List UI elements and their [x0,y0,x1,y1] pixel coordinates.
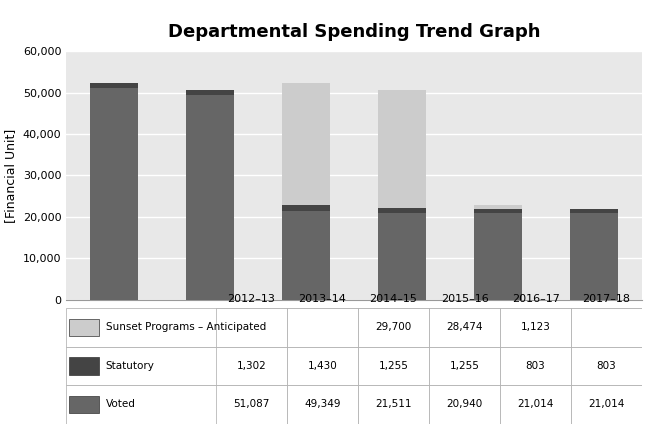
Bar [570,213,618,300]
Text: Voted: Voted [106,399,136,410]
Text: 51,087: 51,087 [233,399,269,410]
Bar [429,308,500,347]
Bar [216,347,287,385]
Bar [186,89,234,95]
Bar [358,308,429,347]
Bar [282,83,330,205]
Bar [282,205,330,211]
Bar [429,347,500,385]
Text: 803: 803 [526,361,545,371]
Text: 21,014: 21,014 [589,399,625,410]
Bar [216,385,287,424]
Text: Sunset Programs – Anticipated: Sunset Programs – Anticipated [106,322,266,333]
Bar [282,211,330,300]
Text: 21,511: 21,511 [375,399,412,410]
Bar [571,308,642,347]
Bar [66,385,642,424]
Title: Departmental Spending Trend Graph: Departmental Spending Trend Graph [168,24,540,42]
Bar [571,385,642,424]
Text: 2013–14: 2013–14 [299,294,346,303]
Text: 29,700: 29,700 [375,322,412,333]
Bar [474,205,522,209]
Bar [287,385,358,424]
Bar [66,308,642,347]
Bar [186,95,234,300]
Bar [68,357,99,374]
Bar [500,308,571,347]
Bar [216,308,287,347]
Text: 1,430: 1,430 [308,361,338,371]
Text: Statutory: Statutory [106,361,154,371]
Bar [570,209,618,213]
Text: 1,302: 1,302 [236,361,266,371]
Bar [378,90,426,208]
Bar [500,385,571,424]
Bar [68,319,99,336]
Bar [287,347,358,385]
Bar [474,209,522,213]
Bar [90,88,138,300]
Bar [358,347,429,385]
Text: 803: 803 [596,361,616,371]
Text: 49,349: 49,349 [305,399,341,410]
Y-axis label: [Financial Unit]: [Financial Unit] [4,128,17,223]
Bar [474,213,522,300]
Bar [358,385,429,424]
Text: 2012–13: 2012–13 [228,294,275,303]
Text: 1,123: 1,123 [520,322,551,333]
Text: 20,940: 20,940 [446,399,483,410]
Bar [90,83,138,88]
Bar [287,308,358,347]
Text: 28,474: 28,474 [446,322,483,333]
Bar [66,347,642,385]
Text: 2015–16: 2015–16 [441,294,489,303]
Bar [378,213,426,300]
Bar [500,347,571,385]
Text: 1,255: 1,255 [449,361,479,371]
Text: 2014–15: 2014–15 [369,294,418,303]
Bar [378,208,426,213]
Bar [68,396,99,413]
Bar [571,347,642,385]
Text: 2017–18: 2017–18 [583,294,631,303]
Text: 1,255: 1,255 [379,361,408,371]
Bar [429,385,500,424]
Text: 2016–17: 2016–17 [512,294,559,303]
Text: 21,014: 21,014 [518,399,554,410]
